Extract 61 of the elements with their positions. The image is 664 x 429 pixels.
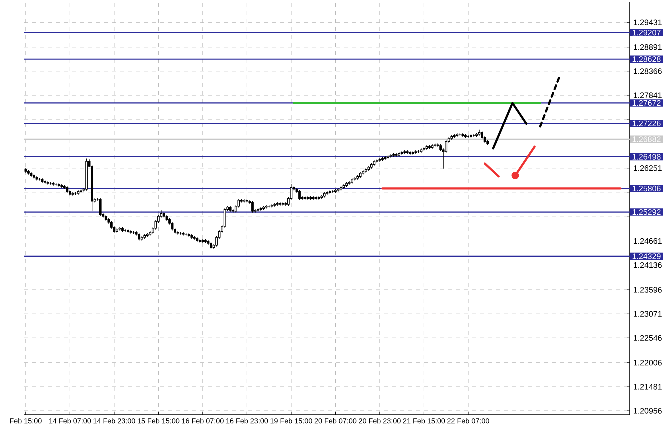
y-tick-label: 1.21481 — [634, 384, 662, 390]
candlestick — [420, 148, 423, 154]
candlestick — [458, 132, 462, 136]
candlestick — [240, 198, 243, 204]
ref-line-label: 1.25806 — [632, 186, 661, 192]
candlestick — [390, 154, 392, 158]
y-tick-label: 1.29431 — [634, 20, 662, 26]
candlestick — [182, 232, 185, 236]
y-tick-label: 1.23596 — [634, 287, 662, 293]
candlestick — [180, 232, 182, 236]
candlestick — [306, 196, 310, 200]
candlestick — [113, 226, 116, 234]
candlestick — [216, 236, 218, 248]
ref-line-label: 1.25292 — [632, 209, 661, 216]
ref-line-label: 1.27672 — [632, 100, 661, 106]
candlestick — [24, 168, 28, 174]
candlestick — [395, 152, 398, 158]
candlestick — [154, 220, 158, 230]
y-tick-label: 1.24661 — [634, 238, 662, 244]
candlestick — [472, 134, 476, 138]
candlestick — [149, 230, 152, 236]
y-tick-label: 1.27841 — [634, 92, 662, 98]
candlestick — [478, 130, 481, 136]
ref-line-label: 1.28628 — [632, 56, 661, 62]
y-tick-label: 1.26251 — [634, 166, 662, 172]
ref-line-label: 1.27226 — [632, 120, 661, 126]
candlestick — [354, 176, 356, 182]
candlestick — [484, 136, 486, 144]
candlestick — [348, 180, 351, 186]
candlestick — [124, 229, 127, 232]
candlestick — [378, 158, 382, 162]
candlestick — [373, 160, 376, 166]
candlestick — [445, 140, 448, 154]
candlestick — [284, 202, 288, 206]
candlestick — [246, 198, 248, 204]
y-tick-label: 1.22006 — [634, 360, 662, 366]
candlestick — [207, 240, 210, 246]
candlestick — [72, 192, 74, 196]
candlestick — [260, 207, 262, 212]
ref-line-label: 1.29207 — [632, 30, 661, 36]
candlestick — [265, 204, 268, 210]
ref-line-label: 1.26498 — [632, 154, 661, 160]
candlestick — [132, 230, 135, 234]
candlestick — [46, 180, 50, 186]
y-tick-label: 1.28891 — [634, 44, 662, 50]
y-tick-label: 1.20956 — [634, 408, 662, 414]
candlestick — [268, 204, 271, 208]
candlestick — [135, 230, 138, 236]
y-tick-label: 1.28366 — [634, 68, 662, 74]
ref-line-label: 1.24329 — [632, 254, 661, 260]
candlestick — [243, 198, 246, 204]
y-tick-label: 1.24136 — [634, 262, 662, 268]
candlestick — [66, 186, 69, 194]
candlestick — [50, 182, 52, 186]
y-tick-label: 1.23071 — [634, 311, 662, 317]
candlestick — [467, 135, 470, 138]
candlestick — [332, 190, 334, 194]
candlestick — [91, 165, 94, 212]
candlestick — [55, 182, 58, 186]
y-tick-label: 1.22546 — [634, 335, 662, 342]
candlestick — [202, 239, 204, 244]
